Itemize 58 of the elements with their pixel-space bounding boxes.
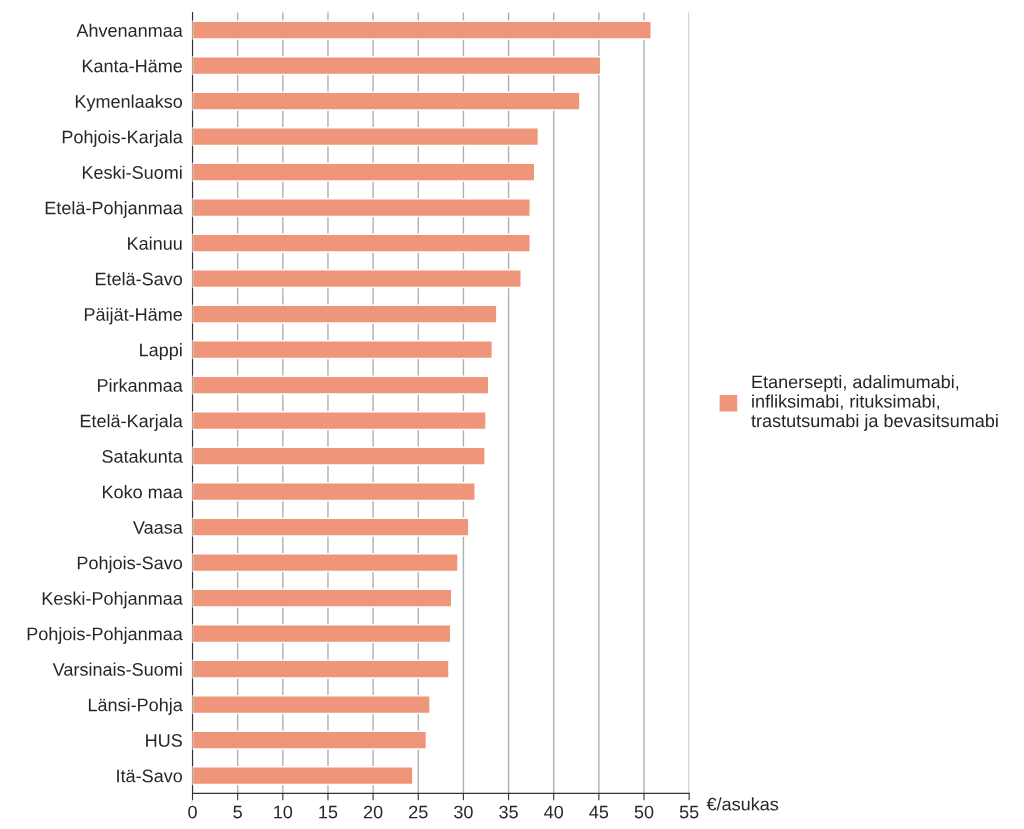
y-tick-label: Pohjois-Savo [77,556,183,573]
y-tick-label: Itä-Savo [117,769,183,783]
x-tick-label: 10 [274,805,293,819]
bar [192,588,453,608]
y-tick-label: Kymenlaakso [75,94,183,112]
bar [192,659,450,679]
x-tick-label: 0 [188,805,197,819]
x-tick-label: 40 [544,805,564,819]
bar [192,375,490,395]
x-tick-label: 50 [634,805,654,819]
y-tick-label: Satakunta [102,449,183,463]
y-tick-label: Ahvenanmaa [76,23,183,37]
legend-label: Etanersepti, adalimumabi, infliksimabi, rituksimabi, trastutsumabi ja bevasitsumabi [751,375,998,431]
bar [192,446,486,466]
y-tick-label: Pirkanmaa [97,378,183,392]
y-tick-label: HUS [146,734,182,747]
bar [192,340,493,360]
y-tick-label: Länsi-Pohja [88,698,183,715]
bar [192,304,498,324]
x-tick-label: 25 [409,805,428,819]
bar [192,56,602,76]
bar [192,127,540,147]
y-tick-label: Keski-Pohjanmaa [42,591,183,609]
y-tick-label: Vaasa [133,521,183,534]
bar [192,553,459,573]
x-tick-label: 5 [233,805,242,819]
bar [192,766,414,786]
x-tick-label: 45 [589,805,609,819]
bar [192,162,536,182]
x-tick-label: 30 [454,805,473,819]
y-tick-label: Pohjois-Karjala [62,130,183,147]
y-tick-label: Kanta-Häme [82,59,182,73]
bar [192,198,531,218]
bar [192,411,487,431]
y-tick-label: Etelä-Pohjanmaa [45,201,183,218]
x-tick-label: 15 [319,805,338,819]
bar [192,269,522,289]
y-tick-label: Keski-Suomi [82,165,182,179]
x-axis-title: €/asukas [706,797,779,811]
bar [192,730,428,750]
bar [192,233,531,253]
y-tick-label: Päijät-Häme [84,307,182,325]
bar [192,695,431,715]
y-tick-label: Kainuu [128,236,182,250]
y-tick-label: Etelä-Savo [95,272,183,286]
bar [192,20,652,40]
y-tick-label: Etelä-Karjala [80,414,183,431]
x-tick-label: 55 [679,805,699,819]
bar [192,624,452,644]
x-tick-label: 35 [499,805,518,819]
bar [192,482,476,502]
x-tick-label: 20 [363,805,383,819]
y-tick-label: Varsinais-Suomi [52,662,182,676]
bar [192,517,470,537]
y-tick-label: Lappi [140,343,182,360]
y-tick-label: Pohjois-Pohjanmaa [27,627,183,644]
y-tick-label: Koko maa [102,485,183,499]
bar [192,91,581,111]
